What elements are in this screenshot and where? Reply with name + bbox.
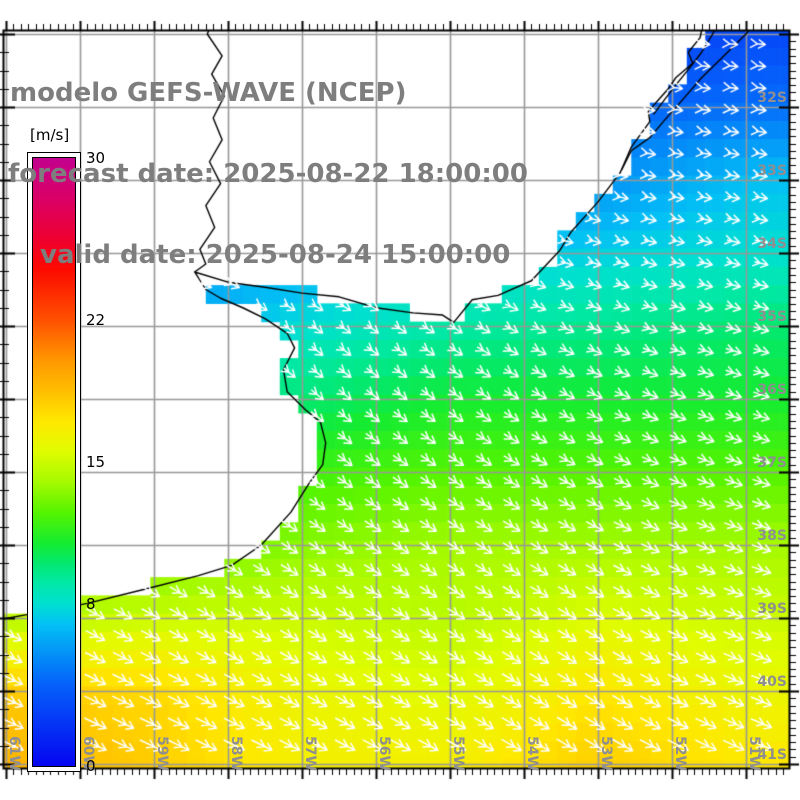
lon-label: 59W — [154, 736, 170, 771]
colorbar-tick-label: 0 — [86, 757, 96, 775]
lon-label: 55W — [450, 736, 466, 771]
lat-label: 36S — [757, 382, 787, 398]
valid-date: valid date: 2025-08-24 15:00:00 — [40, 240, 511, 270]
lon-label: 54W — [524, 736, 540, 771]
lat-label: 41S — [757, 747, 787, 763]
lat-label: 35S — [757, 309, 787, 325]
lat-label: 33S — [757, 163, 787, 179]
lon-label: 57W — [302, 736, 318, 771]
title-block: modelo GEFS-WAVE (NCEP) forecast date: 2… — [0, 26, 528, 323]
lat-label: 34S — [757, 236, 787, 252]
lat-label: 37S — [757, 455, 787, 471]
lat-label: 40S — [757, 674, 787, 690]
colorbar-units-label: [m/s] — [30, 126, 70, 144]
colorbar-tick-label: 15 — [86, 453, 106, 471]
colorbar-tick-label: 8 — [86, 594, 96, 613]
lon-label: 61W — [6, 736, 22, 771]
forecast-date: forecast date: 2025-08-22 18:00:00 — [8, 159, 528, 189]
colorbar — [27, 152, 81, 772]
lon-label: 58W — [228, 736, 244, 771]
lat-label: 32S — [757, 90, 787, 106]
colorbar-tick-label: 22 — [86, 311, 106, 330]
lon-label: 56W — [376, 736, 392, 771]
lon-label: 53W — [598, 736, 614, 771]
lat-label: 38S — [757, 528, 787, 544]
model-title: modelo GEFS-WAVE (NCEP) — [10, 78, 407, 108]
lon-label: 52W — [672, 736, 688, 771]
colorbar-tick-label: 30 — [86, 149, 106, 167]
colorbar-gradient — [32, 157, 76, 767]
lat-label: 39S — [757, 601, 787, 617]
